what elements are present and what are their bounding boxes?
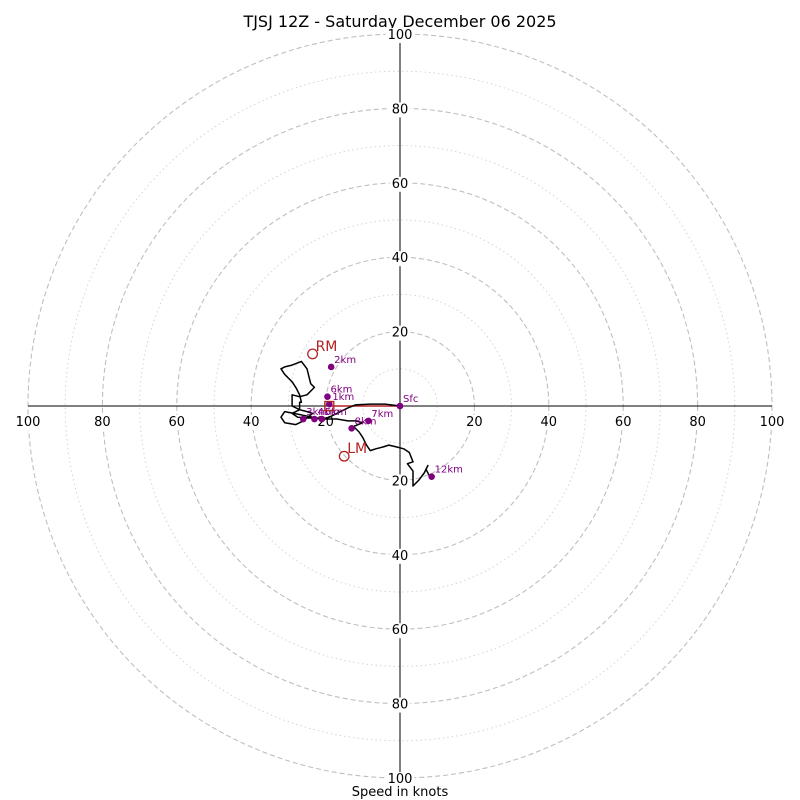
tick-bottom-100-bg xyxy=(385,772,415,787)
tick-left-40-bg xyxy=(240,415,262,430)
x-axis-label: Speed in knots xyxy=(352,785,449,800)
tick-left-80: 80 xyxy=(94,415,111,430)
height-marker-2km xyxy=(327,363,335,371)
height-label-1km: 1km xyxy=(332,392,354,403)
tick-right-80-bg xyxy=(687,415,708,430)
chart-title: TJSJ 12Z - Saturday December 06 2025 xyxy=(242,12,556,31)
storm-motion-rm-label: RM xyxy=(316,339,338,355)
tick-bottom-40: 40 xyxy=(392,549,409,564)
tick-bottom-80: 80 xyxy=(392,698,409,713)
height-marker-7km xyxy=(365,417,372,425)
tick-top-40-bg xyxy=(389,251,411,267)
height-label-4km: 4km xyxy=(317,407,339,418)
height-marker-12km xyxy=(428,473,435,480)
storm-motion-lm-label: LM xyxy=(347,441,367,457)
height-label-3km: 3km xyxy=(306,407,328,418)
tick-left-60-bg xyxy=(166,415,188,430)
tick-top-80-bg xyxy=(389,102,411,118)
height-marker-Sfc xyxy=(396,402,404,410)
height-label-12km: 12km xyxy=(435,465,463,476)
tick-top-80: 80 xyxy=(392,102,409,117)
tick-top-100-bg xyxy=(385,28,415,43)
hodograph-trace xyxy=(280,360,432,487)
height-marker-1km xyxy=(326,400,333,408)
height-label-6km: 6km xyxy=(330,385,352,396)
tick-top-40: 40 xyxy=(392,251,409,266)
tick-top-20-bg xyxy=(389,325,411,341)
tick-right-20-bg xyxy=(464,415,485,430)
tick-bottom-40-bg xyxy=(389,548,411,564)
tick-left-40: 40 xyxy=(243,415,260,430)
storm-motion-mean-wind-marker xyxy=(324,400,335,412)
tick-right-60: 60 xyxy=(615,415,632,430)
tick-left-100: 100 xyxy=(16,415,41,430)
tick-right-40-bg xyxy=(538,415,560,430)
height-label-Sfc: Sfc xyxy=(403,394,418,405)
tick-right-40: 40 xyxy=(541,415,558,430)
tick-right-100: 100 xyxy=(760,415,785,430)
storm-motion-markers: RM LM xyxy=(307,339,367,462)
tick-left-80-bg xyxy=(92,415,113,430)
height-marker-5km xyxy=(318,415,326,423)
tick-bottom-20: 20 xyxy=(392,474,409,489)
tick-bottom-60: 60 xyxy=(392,623,409,638)
height-marker-8km xyxy=(348,425,355,432)
storm-motion-lm-marker xyxy=(338,450,350,462)
tick-right-100-bg xyxy=(757,415,787,430)
height-label-7km: 7km xyxy=(371,409,393,420)
tick-bottom-80-bg xyxy=(389,697,411,713)
tick-top-20: 20 xyxy=(392,326,409,341)
tick-left-100-bg xyxy=(13,415,43,430)
height-label-5km: 5km xyxy=(325,407,347,418)
tick-bottom-60-bg xyxy=(389,623,411,639)
tick-top-100: 100 xyxy=(388,28,413,43)
height-marker-6km xyxy=(324,393,331,401)
height-label-2km: 2km xyxy=(334,355,356,366)
tick-bottom-100: 100 xyxy=(388,772,413,787)
height-marker-4km xyxy=(311,415,318,423)
tick-right-80: 80 xyxy=(689,415,706,430)
height-marker-3km xyxy=(299,415,307,423)
tick-bottom-20-bg xyxy=(389,474,411,490)
tick-top-60: 60 xyxy=(392,177,409,192)
storm-motion-rm-marker xyxy=(307,348,319,360)
tick-right-20: 20 xyxy=(466,415,483,430)
height-label-8km: 8km xyxy=(355,416,377,427)
tick-top-60-bg xyxy=(389,176,411,192)
tick-left-60: 60 xyxy=(169,415,186,430)
tick-right-60-bg xyxy=(612,415,634,430)
